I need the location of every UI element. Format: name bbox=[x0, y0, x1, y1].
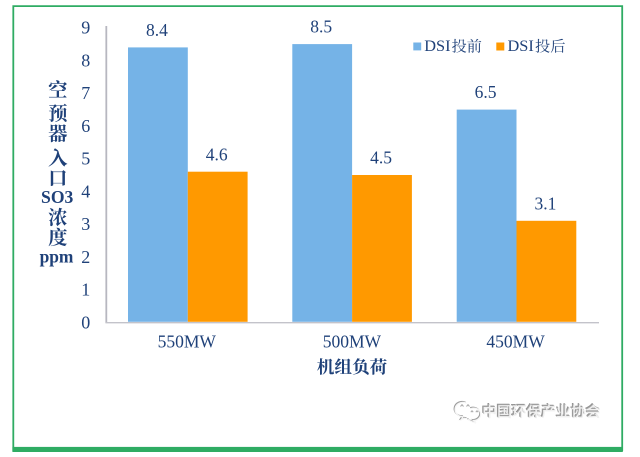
svg-text:3: 3 bbox=[81, 214, 90, 234]
svg-text:4: 4 bbox=[81, 181, 90, 201]
svg-text:8.4: 8.4 bbox=[146, 20, 168, 40]
svg-text:1: 1 bbox=[81, 280, 90, 300]
svg-text:0: 0 bbox=[81, 312, 90, 332]
svg-text:4.5: 4.5 bbox=[370, 148, 392, 168]
svg-text:9: 9 bbox=[81, 18, 90, 38]
svg-text:3.1: 3.1 bbox=[534, 193, 556, 213]
svg-text:6: 6 bbox=[81, 116, 90, 136]
svg-text:500MW: 500MW bbox=[323, 332, 382, 352]
svg-text:8: 8 bbox=[81, 51, 90, 71]
svg-text:8.5: 8.5 bbox=[310, 17, 332, 37]
svg-text:DSI: DSI bbox=[508, 36, 534, 55]
svg-text:4.6: 4.6 bbox=[206, 144, 228, 164]
svg-text:ppm: ppm bbox=[40, 247, 74, 267]
svg-text:7: 7 bbox=[81, 83, 90, 103]
svg-text:2: 2 bbox=[81, 247, 90, 267]
svg-text:6.5: 6.5 bbox=[475, 82, 497, 102]
svg-text:450MW: 450MW bbox=[486, 332, 545, 352]
svg-text:SO3: SO3 bbox=[41, 187, 73, 207]
svg-text:5: 5 bbox=[81, 149, 90, 169]
svg-text:DSI: DSI bbox=[424, 36, 450, 55]
svg-text:550MW: 550MW bbox=[158, 332, 217, 352]
